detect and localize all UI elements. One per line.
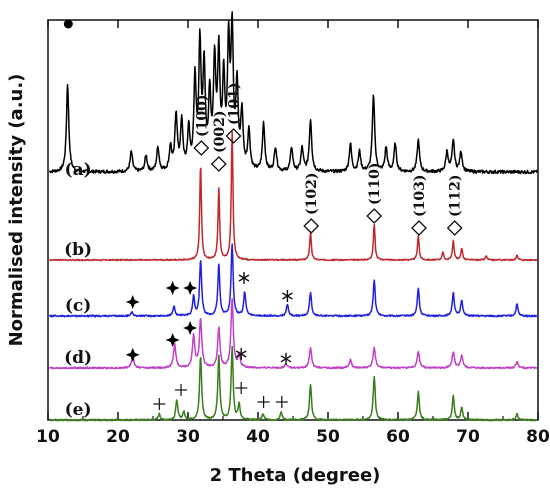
- diamond-marker: [411, 220, 427, 236]
- star-marker: [183, 281, 198, 295]
- x-tick-label: 10: [36, 427, 60, 447]
- x-tick-label: 60: [386, 427, 410, 447]
- diamond-marker: [193, 140, 210, 156]
- diamond-marker: [225, 128, 242, 144]
- diamond-marker: [446, 220, 463, 236]
- star-marker: [165, 333, 180, 347]
- hkl-label: (002): [212, 111, 228, 153]
- series-label: (a): [65, 160, 92, 180]
- star-marker: [183, 321, 198, 335]
- hkl-label: (101): [227, 83, 243, 125]
- x-axis-label: 2 Theta (degree): [210, 465, 381, 486]
- plus-marker: [257, 396, 270, 408]
- annotation-layer: (100) (002)(101) (102) (110) (103) (112): [63, 19, 464, 410]
- series-line: [48, 131, 538, 262]
- hkl-label: (103): [412, 175, 428, 217]
- x-tick-label: 40: [246, 427, 270, 447]
- diamond-marker: [303, 218, 320, 234]
- series-line: [49, 345, 538, 422]
- series-line: [48, 243, 538, 318]
- x-tick-label: 80: [526, 427, 550, 447]
- series-line: [48, 298, 538, 370]
- series-label: (d): [64, 348, 92, 368]
- x-tick-label: 30: [176, 427, 200, 447]
- diamond-marker: [366, 208, 383, 224]
- asterisk-marker: [235, 348, 247, 360]
- y-axis-label: Normalised intensity (a.u.): [6, 74, 27, 347]
- hkl-label: (102): [304, 173, 320, 215]
- plot-frame: [47, 19, 539, 421]
- x-axis-ticks: 10 20 30 40 50 60 70 80: [36, 20, 550, 447]
- series-label: (b): [64, 240, 92, 260]
- plus-marker: [235, 382, 248, 394]
- hkl-label: (110): [367, 163, 383, 205]
- x-tick-label: 20: [106, 427, 130, 447]
- series-line: [49, 11, 538, 175]
- asterisk-marker: [238, 272, 250, 284]
- plus-marker: [175, 384, 187, 396]
- hkl-label: (112): [448, 175, 464, 217]
- x-tick-label: 70: [456, 427, 480, 447]
- x-tick-label: 50: [316, 427, 340, 447]
- hkl-label: (100): [194, 95, 210, 137]
- star-marker: [125, 295, 140, 309]
- series-label: (c): [65, 296, 91, 316]
- star-marker: [125, 347, 140, 362]
- star-marker: [165, 281, 180, 295]
- series-label: (e): [65, 400, 92, 420]
- series-layer: (a) (b) (c) (d) (e): [48, 11, 538, 422]
- diamond-marker: [210, 156, 227, 172]
- filled-circle-marker: [63, 19, 73, 29]
- plus-marker: [153, 398, 166, 410]
- asterisk-marker: [280, 352, 292, 365]
- plus-marker: [275, 396, 288, 408]
- asterisk-marker: [282, 290, 293, 302]
